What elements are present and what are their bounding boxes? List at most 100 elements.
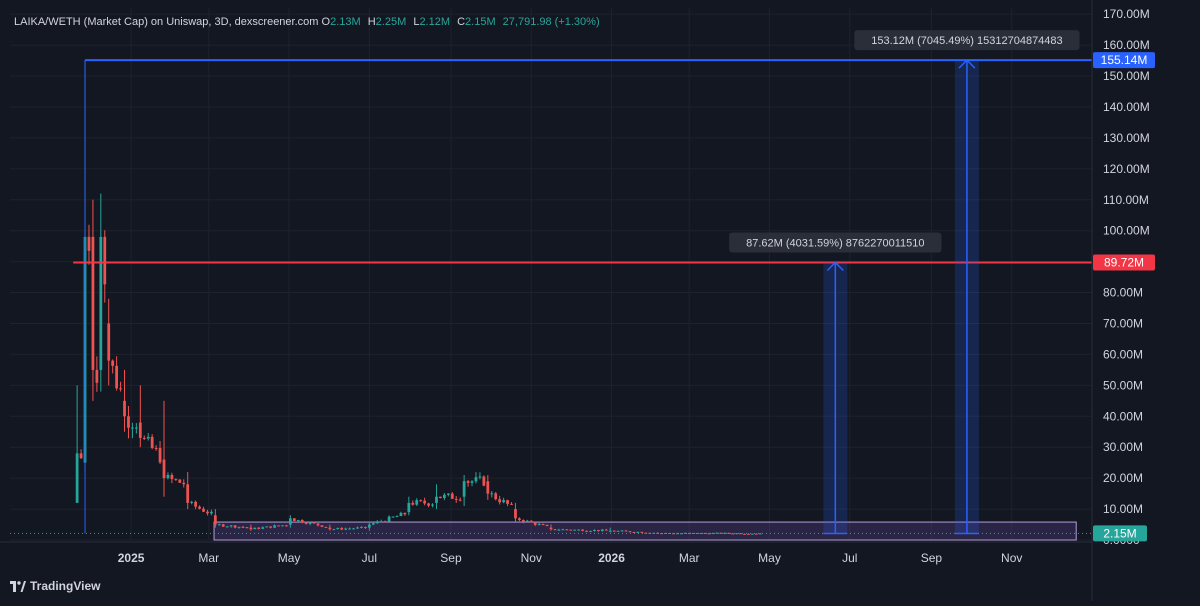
current-price-tag <box>1093 525 1147 542</box>
candle-body <box>439 496 442 499</box>
candle-body <box>754 533 758 535</box>
candle-body <box>502 500 505 503</box>
candle-body <box>541 524 545 526</box>
candle-body <box>296 520 300 522</box>
candle-body <box>245 527 249 529</box>
candle-body <box>308 522 312 524</box>
current-price-label: 2.15M <box>1103 526 1136 540</box>
candle-body <box>533 522 537 525</box>
candle-body <box>395 516 399 518</box>
candle-body <box>537 524 541 526</box>
candle-body <box>281 525 284 527</box>
candle-body <box>95 369 99 383</box>
candle-body <box>494 493 498 500</box>
candle-body <box>383 521 387 523</box>
candle-body <box>620 530 624 532</box>
candle-body <box>454 498 458 500</box>
candle-body <box>320 525 324 527</box>
measure-2-label-box <box>854 30 1080 51</box>
candle-body <box>269 526 273 528</box>
candle-body <box>577 529 581 531</box>
candle-body <box>87 236 91 251</box>
candle-body <box>632 531 636 533</box>
candle-body <box>407 502 411 513</box>
candle-body <box>514 509 517 519</box>
candle-body <box>182 482 186 485</box>
candle-body <box>506 500 509 504</box>
candle-body <box>668 533 671 535</box>
x-tick-label: Nov <box>1001 551 1022 565</box>
candle-body <box>265 526 269 528</box>
candle-body <box>340 528 344 530</box>
candle-body <box>174 479 178 481</box>
candle-body <box>569 529 573 531</box>
candle-body <box>79 453 83 459</box>
candle-body <box>391 516 395 518</box>
candle-body <box>403 512 407 515</box>
candle-body <box>442 494 446 499</box>
candle-body <box>379 521 383 523</box>
candle-body <box>565 529 569 531</box>
candle-body <box>364 526 367 528</box>
candle-body <box>344 528 348 530</box>
candle-body <box>419 500 423 502</box>
candle-body <box>695 532 699 534</box>
candle-body <box>154 447 158 449</box>
candle-body <box>585 530 588 532</box>
candle-body <box>99 236 103 370</box>
candle-body <box>510 503 513 505</box>
candle-body <box>162 459 166 479</box>
candles <box>75 60 762 535</box>
y-tick-label: 120.00M <box>1103 162 1150 176</box>
candle-body <box>217 524 221 526</box>
candle-body <box>521 520 525 522</box>
x-tick-label: May <box>758 551 781 565</box>
candle-body <box>450 493 454 499</box>
candle-body <box>332 529 336 531</box>
candle-body <box>304 522 308 524</box>
candle-body <box>739 533 742 535</box>
candle-body <box>589 530 592 532</box>
red-level-tag <box>1093 254 1155 271</box>
candle-body <box>146 436 150 439</box>
candle-body <box>549 527 553 530</box>
candle-body <box>758 533 762 535</box>
candle-body <box>545 524 549 526</box>
candle-body <box>348 528 351 530</box>
candle-body <box>221 524 225 527</box>
horizontal-levels <box>10 59 1092 534</box>
candle-body <box>648 532 652 534</box>
change-value: 27,791.98 (+1.30%) <box>502 16 600 28</box>
high-value: 2.25M <box>375 16 407 28</box>
chart-legend: LAIKA/WETH (Market Cap) on Uniswap, 3D, … <box>14 16 604 28</box>
candle-body <box>288 518 292 525</box>
candle-body <box>470 481 474 483</box>
tradingview-branding[interactable]: TradingView <box>10 579 100 593</box>
tradingview-logo-icon <box>10 580 26 592</box>
candle-body <box>371 523 375 525</box>
candle-body <box>593 529 596 531</box>
candle-body <box>292 518 296 521</box>
blue-level-tag <box>1093 52 1155 69</box>
candle-body <box>581 529 584 531</box>
candle-body <box>138 422 142 438</box>
y-tick-label: 160.00M <box>1103 38 1150 52</box>
candle-body <box>186 484 190 503</box>
candle-body <box>707 533 711 535</box>
candle-body <box>312 522 316 524</box>
candle-body <box>675 533 679 535</box>
y-tick-label: 60.00M <box>1103 347 1143 361</box>
x-tick-label: 2025 <box>118 551 145 565</box>
red-level-label: 89.72M <box>1104 255 1144 269</box>
candle-body <box>731 533 735 535</box>
candle-body <box>427 503 430 506</box>
x-tick-label: Sep <box>440 551 462 565</box>
candle-body <box>612 530 616 532</box>
candle-body <box>324 526 328 528</box>
candle-body <box>316 523 320 526</box>
candle-body <box>213 515 217 525</box>
candle-body <box>387 516 391 522</box>
low-label: L <box>413 16 420 28</box>
